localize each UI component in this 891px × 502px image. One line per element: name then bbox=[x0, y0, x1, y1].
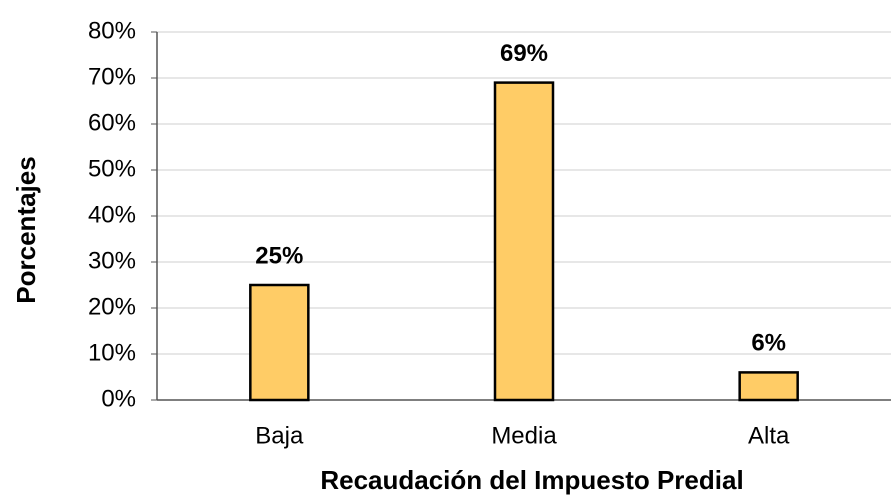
y-tick-label: 10% bbox=[88, 339, 136, 366]
y-tick-label: 0% bbox=[101, 385, 136, 412]
value-label: 25% bbox=[255, 242, 303, 269]
value-label: 6% bbox=[751, 330, 786, 357]
value-label: 69% bbox=[500, 40, 548, 67]
y-tick-label: 80% bbox=[88, 17, 136, 44]
y-axis-title: Porcentajes bbox=[11, 156, 41, 303]
x-tick-label: Media bbox=[491, 422, 557, 449]
bar bbox=[493, 81, 555, 402]
x-tick-label: Alta bbox=[748, 422, 790, 449]
y-tick-label: 60% bbox=[88, 109, 136, 136]
y-tick-label: 20% bbox=[88, 293, 136, 320]
x-axis-title: Recaudación del Impuesto Predial bbox=[320, 465, 743, 495]
bar bbox=[249, 283, 310, 402]
x-tick-label: Baja bbox=[255, 422, 304, 449]
bar bbox=[738, 371, 799, 402]
y-tick-label: 70% bbox=[88, 63, 136, 90]
y-tick-label: 50% bbox=[88, 155, 136, 182]
y-tick-label: 30% bbox=[88, 247, 136, 274]
y-tick-label: 40% bbox=[88, 201, 136, 228]
